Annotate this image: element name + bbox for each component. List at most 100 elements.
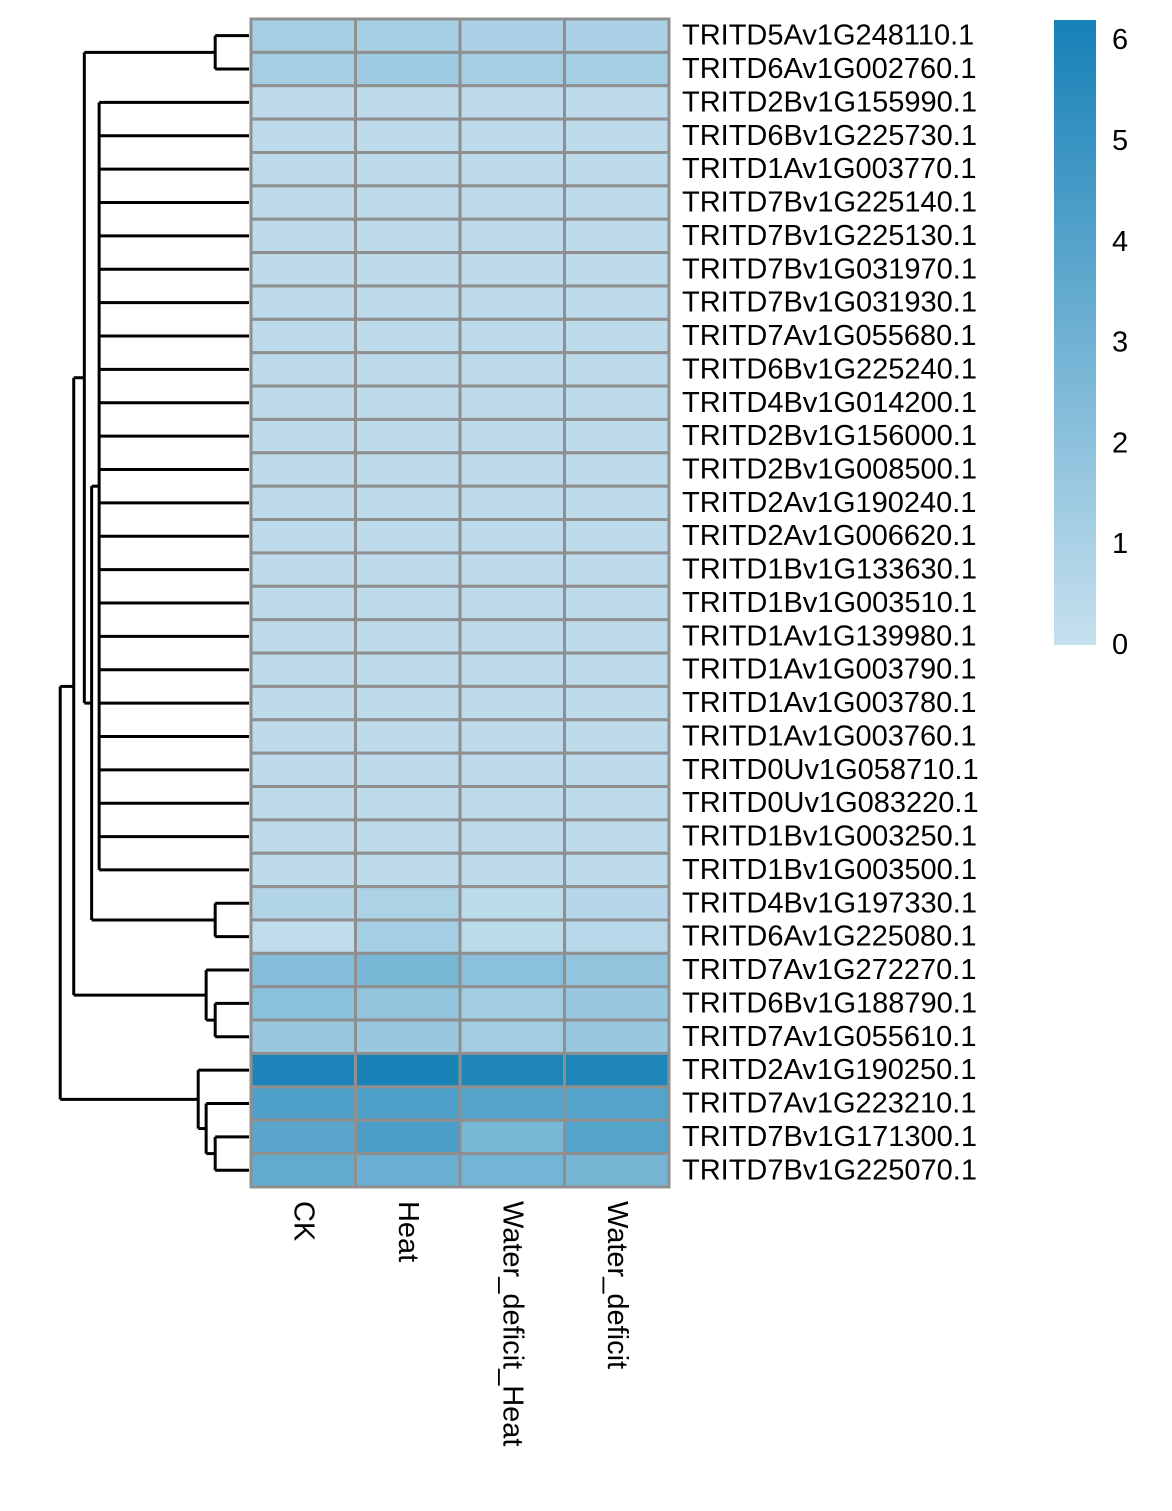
heatmap-cell [354, 985, 462, 1022]
row-dendrogram [58, 34, 249, 1172]
heatmap-cell [458, 584, 566, 622]
heatmap-cell [458, 251, 566, 288]
heatmap-cell [354, 818, 462, 855]
heatmap-cell [249, 117, 357, 154]
heatmap-cell [354, 84, 462, 121]
heatmap-cell [354, 1118, 462, 1156]
column-label: Water_deficit [601, 1201, 633, 1369]
heatmap-cell [563, 751, 671, 789]
row-label: TRITD1Bv1G133630.1 [682, 554, 977, 586]
heatmap-cell [563, 84, 671, 121]
column-label: CK [287, 1201, 319, 1242]
heatmap-cell [354, 718, 462, 755]
heatmap-cell [563, 184, 671, 221]
row-label: TRITD1Av1G139980.1 [682, 620, 976, 652]
heatmap-cell [354, 384, 462, 421]
heatmap-cell [354, 184, 462, 221]
heatmap-cell [354, 751, 462, 789]
heatmap-cell [563, 251, 671, 288]
heatmap-cell [249, 150, 357, 188]
legend-tick-label: 1 [1112, 528, 1128, 560]
heatmap-cell [458, 1118, 566, 1156]
row-label: TRITD6Bv1G225240.1 [682, 353, 977, 385]
heatmap-cell [249, 451, 357, 488]
heatmap-cell [458, 918, 566, 955]
heatmap-cell [458, 718, 566, 755]
heatmap-cell [249, 1085, 357, 1122]
heatmap-cell [354, 150, 462, 188]
heatmap-cell [563, 117, 671, 154]
heatmap-cell [563, 317, 671, 355]
heatmap-cell [354, 217, 462, 255]
heatmap-cell [249, 317, 357, 355]
row-label: TRITD2Bv1G155990.1 [682, 86, 977, 118]
heatmap-cell [249, 50, 357, 88]
heatmap-cell [354, 484, 462, 522]
row-label: TRITD6Bv1G188790.1 [682, 987, 977, 1019]
heatmap-cell [354, 951, 462, 989]
row-label: TRITD0Uv1G058710.1 [682, 754, 979, 786]
row-label: TRITD2Av1G190250.1 [682, 1054, 976, 1086]
legend-tick-label: 6 [1112, 24, 1128, 56]
heatmap-cell [563, 951, 671, 989]
row-label: TRITD7Av1G223210.1 [682, 1088, 976, 1120]
heatmap-cell [354, 518, 462, 555]
heatmap-cell [249, 17, 357, 54]
row-label: TRITD7Bv1G031970.1 [682, 253, 977, 285]
heatmap-cell [458, 1152, 566, 1189]
heatmap-cell [249, 417, 357, 455]
row-label: TRITD1Av1G003780.1 [682, 687, 976, 719]
legend-tick-label: 4 [1112, 226, 1128, 258]
row-label: TRITD0Uv1G083220.1 [682, 787, 979, 819]
heatmap-cell [354, 918, 462, 955]
heatmap-cell [563, 818, 671, 855]
heatmap-cell [354, 1152, 462, 1189]
row-label: TRITD1Bv1G003250.1 [682, 821, 977, 853]
heatmap-cell [458, 651, 566, 688]
heatmap-cell [354, 785, 462, 822]
heatmap-cell [249, 951, 357, 989]
row-label: TRITD7Bv1G225070.1 [682, 1154, 977, 1186]
heatmap-cell [563, 17, 671, 54]
heatmap-cell [249, 618, 357, 655]
row-label: TRITD2Av1G190240.1 [682, 487, 976, 519]
heatmap-cell [249, 785, 357, 822]
heatmap-cell [563, 484, 671, 522]
heatmap-cell [249, 551, 357, 588]
heatmap-cell [458, 1085, 566, 1122]
heatmap-cell [249, 718, 357, 755]
color-legend: 0 1 2 3 4 5 6 [1054, 20, 1128, 661]
row-label: TRITD4Bv1G197330.1 [682, 887, 977, 919]
column-label: Water_deficit_Heat [496, 1201, 528, 1447]
heatmap-cell [249, 1118, 357, 1156]
heatmap-cell [563, 384, 671, 421]
row-label: TRITD7Av1G272270.1 [682, 954, 976, 986]
heatmap-cell [563, 518, 671, 555]
heatmap-cell [458, 284, 566, 321]
heatmap-cell [458, 785, 566, 822]
heatmap-cell [563, 785, 671, 822]
heatmap-cell [458, 84, 566, 121]
heatmap-cell [458, 618, 566, 655]
heatmap-cell [249, 184, 357, 221]
row-label: TRITD2Bv1G156000.1 [682, 420, 977, 452]
heatmap-cell [458, 751, 566, 789]
heatmap-cell [249, 651, 357, 688]
heatmap-cell [249, 484, 357, 522]
heatmap-cell [563, 1152, 671, 1189]
heatmap-cell [249, 851, 357, 889]
heatmap-cell [563, 50, 671, 88]
heatmap-cell [354, 284, 462, 321]
row-label: TRITD4Bv1G014200.1 [682, 387, 977, 419]
heatmap-cell [458, 684, 566, 722]
color-legend-bar [1054, 20, 1096, 645]
legend-tick-label: 2 [1112, 427, 1128, 459]
heatmap-cell [563, 150, 671, 188]
heatmap-cell [458, 885, 566, 922]
heatmap-cell [563, 718, 671, 755]
row-label: TRITD7Bv1G031930.1 [682, 287, 977, 319]
heatmap-cell [563, 284, 671, 321]
heatmap-cell [458, 985, 566, 1022]
heatmap-cell [458, 351, 566, 388]
